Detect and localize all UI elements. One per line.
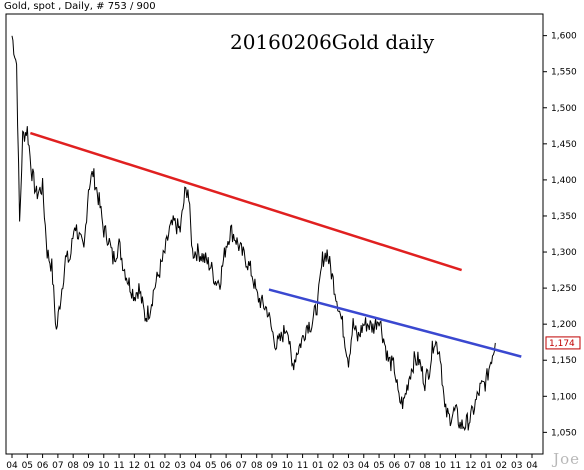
y-tick-label: 1,300 <box>551 248 577 258</box>
x-tick-label: 06 <box>389 461 401 470</box>
x-axis-ticks: 04 05 06 07 08 09 10 11 12 01 02 03 04 05 06 07 08 09 10 11… <box>6 454 538 470</box>
x-tick-label: 12 <box>465 461 476 470</box>
x-tick-label: 01 <box>144 461 155 470</box>
x-tick-label: 03 <box>343 461 354 470</box>
x-tick-label: 09 <box>83 461 95 470</box>
x-tick-label: 06 <box>37 461 49 470</box>
x-tick-label: 09 <box>266 461 278 470</box>
y-tick-label: 1,550 <box>551 68 577 78</box>
y-tick-label: 1,600 <box>551 32 577 42</box>
x-tick-label: 10 <box>282 461 294 470</box>
price-line <box>11 35 496 432</box>
x-tick-label: 07 <box>236 461 247 470</box>
x-tick-label: 04 <box>6 461 18 470</box>
y-tick-label: 1,100 <box>551 392 577 402</box>
x-tick-label: 05 <box>22 461 33 470</box>
x-tick-label: 07 <box>404 461 415 470</box>
y-tick-label: 1,400 <box>551 176 577 186</box>
y-tick-label: 1,500 <box>551 104 577 114</box>
x-tick-label: 06 <box>220 461 232 470</box>
trendline-blue <box>268 288 522 358</box>
current-value-box <box>545 336 581 350</box>
x-tick-label: 01 <box>480 461 491 470</box>
x-tick-label: 11 <box>113 461 124 470</box>
y-tick-label: 1,250 <box>551 284 577 294</box>
x-tick-label: 02 <box>327 461 338 470</box>
x-tick-label: 10 <box>98 461 110 470</box>
y-axis-ticks: 1,050 1,100 1,150 1,200 1,250 1,300 1,350 1,400… <box>543 32 577 438</box>
y-tick-label: 1,450 <box>551 140 577 150</box>
x-tick-label: 12 <box>129 461 140 470</box>
x-tick-label: 02 <box>159 461 170 470</box>
trendline-red <box>29 131 463 272</box>
current-value-marker: 1,174 <box>545 336 581 350</box>
x-tick-label: 03 <box>175 461 186 470</box>
x-tick-label: 02 <box>496 461 507 470</box>
x-tick-label: 05 <box>205 461 216 470</box>
trendlines <box>29 131 522 358</box>
y-tick-label: 1,150 <box>551 356 577 366</box>
x-tick-label: 05 <box>373 461 384 470</box>
y-tick-label: 1,350 <box>551 212 577 222</box>
price-series <box>11 35 496 432</box>
x-tick-label: 04 <box>526 461 538 470</box>
x-tick-label: 04 <box>358 461 370 470</box>
x-tick-label: 04 <box>190 461 202 470</box>
watermark: Joe <box>553 450 580 468</box>
x-tick-label: 03 <box>511 461 522 470</box>
y-tick-label: 1,050 <box>551 428 577 438</box>
x-tick-label: 08 <box>419 461 431 470</box>
y-tick-label: 1,200 <box>551 320 577 330</box>
x-tick-label: 11 <box>450 461 461 470</box>
x-tick-label: 10 <box>435 461 447 470</box>
x-tick-label: 08 <box>251 461 263 470</box>
x-tick-label: 11 <box>297 461 308 470</box>
plot-frame <box>5 13 544 455</box>
x-tick-label: 01 <box>312 461 323 470</box>
current-value-label: 1,174 <box>549 339 575 349</box>
x-tick-label: 07 <box>52 461 63 470</box>
x-tick-label: 08 <box>67 461 79 470</box>
instrument-header: Gold, spot , Daily, # 753 / 900 <box>4 1 156 12</box>
chart-title: 20160206Gold daily <box>230 30 435 54</box>
